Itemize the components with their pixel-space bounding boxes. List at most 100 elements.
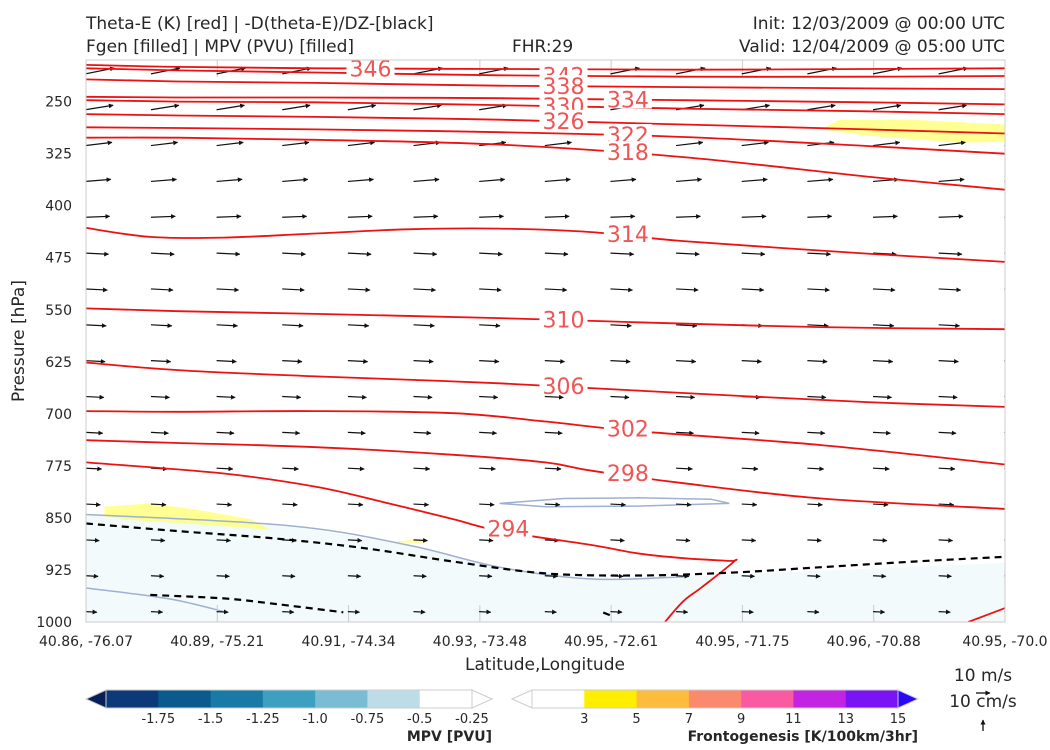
wind-vector-arrow bbox=[544, 609, 557, 615]
contour-label-background bbox=[603, 462, 652, 483]
y-tick-label: 475 bbox=[45, 251, 72, 267]
wind-vector-arrow bbox=[676, 394, 696, 400]
stability-dashed-contour bbox=[600, 610, 611, 617]
y-tick-label: 625 bbox=[45, 355, 72, 371]
frontogenesis-colorbar-swatch bbox=[584, 690, 638, 708]
mpv-colorbar-swatch bbox=[210, 690, 264, 708]
wind-vector-arrow bbox=[413, 177, 440, 183]
wind-vector-arrow bbox=[347, 430, 366, 436]
wind-vector-arrow bbox=[676, 323, 698, 329]
wind-vector-arrow bbox=[282, 394, 302, 400]
wind-vector-arrow bbox=[216, 609, 229, 615]
wind-vector-arrow bbox=[807, 177, 834, 183]
wind-vector-arrow bbox=[282, 359, 303, 364]
wind-vector-arrow bbox=[938, 323, 961, 329]
wind-vector-arrow bbox=[479, 287, 502, 293]
wind-vector-arrow bbox=[479, 573, 493, 579]
mpv-contour-line bbox=[86, 513, 684, 581]
wind-vector-arrow bbox=[544, 214, 570, 219]
wind-vector-arrow bbox=[741, 609, 754, 615]
wind-vector-arrow bbox=[741, 359, 762, 364]
wind-vector-arrow bbox=[479, 359, 500, 364]
contour-label-294: 294 bbox=[487, 518, 529, 543]
wind-vector-arrow bbox=[86, 609, 98, 615]
wind-vector-arrow bbox=[872, 103, 902, 111]
mpv-contour-line bbox=[86, 587, 224, 613]
contour-label-318: 318 bbox=[607, 141, 649, 166]
wind-vector-arrow bbox=[544, 140, 572, 147]
contour-label-326: 326 bbox=[543, 110, 585, 135]
mpv-colorbar-extend-max bbox=[471, 689, 494, 709]
wind-vector-arrow bbox=[413, 502, 430, 507]
wind-vector-arrow bbox=[741, 573, 755, 579]
wind-vector-arrow bbox=[216, 287, 240, 293]
wind-vector-arrow bbox=[1004, 395, 1005, 398]
wind-vector-arrow bbox=[282, 103, 311, 111]
wind-vector-arrow bbox=[1004, 539, 1005, 541]
theta-e-contour-306 bbox=[86, 361, 1005, 408]
wind-vector-arrow bbox=[610, 214, 636, 219]
wind-vector-arrow bbox=[938, 177, 965, 183]
contour-label-background bbox=[603, 141, 652, 162]
wind-vector-arrow bbox=[282, 573, 296, 579]
wind-vector-arrow bbox=[282, 609, 295, 615]
wind-vector-arrow bbox=[872, 394, 893, 400]
mpv-colorbar-tick-label: -1.25 bbox=[246, 712, 280, 727]
mpv-colorbar-swatch bbox=[419, 690, 473, 708]
wind-vector-arrow bbox=[872, 502, 889, 507]
wind-vector-arrow bbox=[741, 177, 768, 183]
vector-key-vertical-label: 10 cm/s bbox=[949, 692, 1017, 712]
frontogenesis-colorbar-tick-label: 13 bbox=[837, 712, 854, 727]
contour-label-346: 346 bbox=[350, 57, 392, 82]
wind-vector-arrow bbox=[676, 466, 693, 472]
wind-vector-arrow bbox=[676, 214, 701, 219]
wind-vector-arrow bbox=[676, 177, 703, 183]
wind-vector-arrow bbox=[86, 103, 114, 111]
theta-e-contour-314 bbox=[86, 227, 1005, 263]
wind-vector-arrow bbox=[413, 103, 442, 111]
wind-vector-arrow bbox=[807, 394, 827, 400]
wind-vector-arrow bbox=[86, 502, 101, 507]
frontogenesis-colorbar-label: Frontogenesis [K/100km/3hr] bbox=[688, 729, 918, 745]
wind-vector-arrow bbox=[938, 537, 954, 543]
theta-e-contour-310 bbox=[86, 307, 1005, 331]
wind-vector-arrow bbox=[1004, 180, 1005, 183]
theta-e-contour-322 bbox=[86, 126, 1005, 155]
y-tick-label: 400 bbox=[45, 199, 72, 215]
x-tick-label: 40.93, -73.48 bbox=[433, 634, 527, 650]
wind-vector-arrow bbox=[676, 140, 704, 147]
wind-vector-arrow bbox=[807, 430, 826, 436]
wind-vector-arrow bbox=[479, 323, 501, 329]
wind-vector-arrow bbox=[479, 177, 506, 183]
wind-vector-arrow bbox=[347, 287, 371, 293]
wind-vector-arrow bbox=[282, 251, 306, 257]
wind-vector-arrow bbox=[282, 466, 299, 472]
y-tick-label: 925 bbox=[45, 563, 72, 579]
wind-vector-arrow bbox=[807, 537, 822, 543]
wind-vector-arrow bbox=[150, 251, 175, 257]
wind-vector-arrow bbox=[807, 323, 829, 329]
wind-vector-arrow bbox=[610, 323, 632, 329]
wind-vector-arrow bbox=[807, 502, 823, 507]
wind-vector-arrow bbox=[347, 214, 373, 219]
wind-vector-arrow bbox=[479, 466, 496, 472]
wind-vector-arrow bbox=[86, 177, 112, 183]
wind-vector-arrow bbox=[216, 177, 243, 183]
frontogenesis-colorbar: 3 5 7 9 11 13 15 bbox=[510, 689, 920, 727]
wind-vector-arrow bbox=[413, 287, 437, 293]
mpv-colorbar-tick-label: -0.25 bbox=[455, 712, 489, 727]
wind-vector-arrow bbox=[479, 251, 503, 257]
mpv-colorbar-tick-label: -0.75 bbox=[351, 712, 385, 727]
wind-vector-arrow bbox=[741, 430, 760, 436]
wind-vector-arrow bbox=[413, 537, 428, 543]
mpv-colorbar-swatch bbox=[106, 690, 159, 708]
title-left-line1: Theta-E (K) [red] | -D(theta-E)/DZ-[blac… bbox=[86, 14, 434, 34]
wind-vector-arrow bbox=[872, 537, 888, 543]
wind-vector-arrow bbox=[676, 537, 691, 543]
wind-vector-arrow bbox=[216, 359, 237, 364]
y-tick-label: 850 bbox=[45, 511, 72, 527]
wind-vector-arrow bbox=[479, 609, 492, 615]
vector-key-wind-label: 10 m/s bbox=[954, 666, 1012, 686]
wind-vector-arrow bbox=[676, 502, 692, 507]
wind-vector-arrow bbox=[676, 573, 690, 579]
